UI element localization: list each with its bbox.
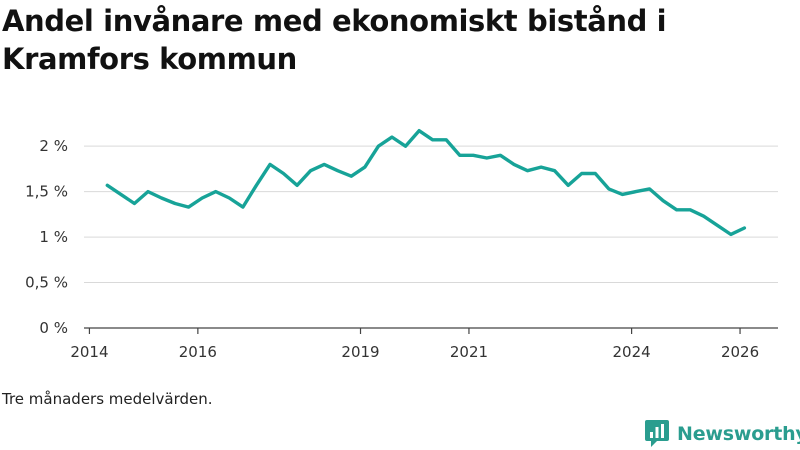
x-tick-label: 2024 — [613, 343, 651, 361]
series-line-0 — [105, 128, 747, 237]
y-tick-label: 2 % — [39, 137, 68, 155]
chart-caption: Tre månaders medelvärden. — [2, 390, 213, 408]
y-axis: 0 % 0,5 % 1 % 1,5 % 2 % — [25, 137, 68, 337]
brand-logo: Newsworthy — [644, 419, 800, 449]
series-layer — [105, 128, 747, 237]
grid-lines — [84, 145, 778, 284]
x-axis: 2014 2016 2019 2021 2024 2026 — [70, 327, 778, 361]
newsworthy-logo-icon — [645, 420, 669, 447]
y-tick-label: 0,5 % — [25, 274, 68, 292]
y-tick-label: 1,5 % — [25, 183, 68, 201]
chart-title: Andel invånare med ekonomiskt bistånd i … — [2, 4, 667, 76]
x-tick-label: 2026 — [721, 343, 759, 361]
x-tick-label: 2016 — [179, 343, 217, 361]
y-tick-label: 1 % — [39, 228, 68, 246]
x-tick-label: 2021 — [450, 343, 488, 361]
x-tick-label: 2014 — [70, 343, 108, 361]
y-tick-label: 0 % — [39, 319, 68, 337]
x-tick-label: 2019 — [341, 343, 379, 361]
brand-name: Newsworthy — [677, 423, 800, 445]
